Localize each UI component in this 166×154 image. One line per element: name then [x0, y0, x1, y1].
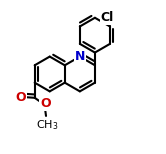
- Text: O: O: [16, 91, 26, 103]
- Text: O: O: [40, 97, 51, 110]
- Text: CH$_3$: CH$_3$: [36, 119, 58, 132]
- Text: Cl: Cl: [100, 11, 113, 24]
- Text: N: N: [75, 50, 85, 63]
